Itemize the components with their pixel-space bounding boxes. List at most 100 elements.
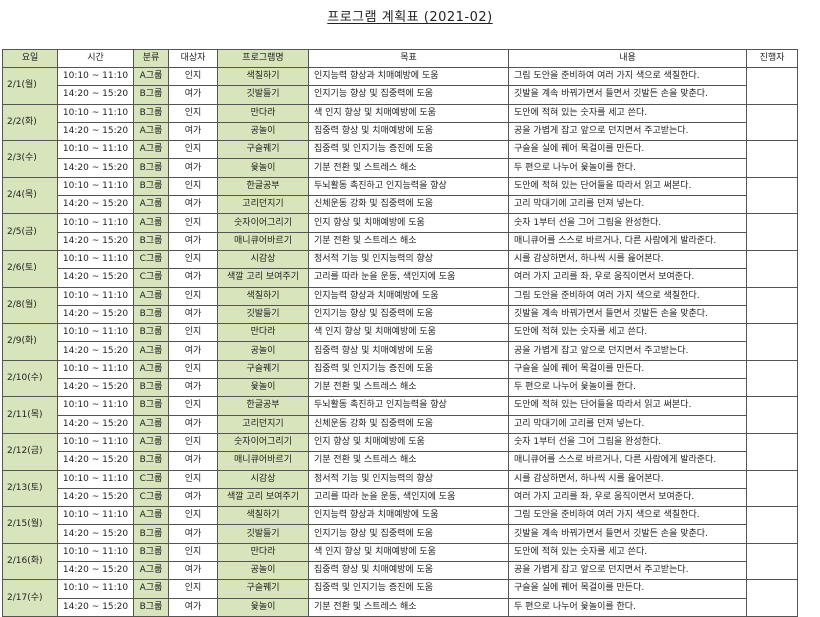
time-cell: 10:10 ~ 11:10 — [57, 140, 134, 160]
group-cell: B그룹 — [133, 103, 169, 123]
program-name-cell: 만다라 — [217, 103, 309, 123]
content-cell: 두 편으로 나누어 윷놀이를 한다. — [508, 597, 747, 617]
time-cell: 10:10 ~ 11:10 — [57, 579, 134, 599]
content-cell: 두 편으로 나누어 윷놀이를 한다. — [508, 158, 747, 178]
target-cell: 인지 — [168, 432, 218, 453]
group-cell: C그룹 — [133, 268, 169, 288]
day-cell: 2/1(월) — [2, 67, 58, 105]
presenter-cell — [746, 579, 798, 617]
presenter-cell — [746, 249, 798, 288]
day-cell: 2/8(월) — [2, 286, 58, 325]
target-cell: 인지 — [168, 542, 218, 563]
table-row: 14:20 ~ 15:20 B그룹 여가 윷놀이 기분 전환 및 스트레스 해소 두 편으… — [3, 597, 798, 617]
presenter-cell — [746, 542, 798, 581]
time-cell: 14:20 ~ 15:20 — [57, 158, 134, 178]
goal-cell: 두뇌활동 촉진하고 인지능력을 향상 — [308, 396, 509, 416]
content-cell: 여러 가지 고리를 좌, 우로 움직이면서 보여준다. — [508, 268, 747, 288]
content-cell: 구슬을 실에 꿰어 목걸이를 만든다. — [508, 579, 747, 599]
group-cell: B그룹 — [133, 597, 169, 617]
group-cell: A그룹 — [133, 286, 169, 306]
time-cell: 14:20 ~ 15:20 — [57, 561, 134, 581]
group-cell: B그룹 — [133, 158, 169, 178]
program-name-cell: 윷놀이 — [217, 158, 309, 178]
program-name-cell: 매니큐어바르기 — [217, 231, 309, 251]
header-target: 대상자 — [168, 49, 218, 68]
target-cell: 인지 — [168, 359, 218, 380]
content-cell: 두 편으로 나누어 윷놀이를 한다. — [508, 378, 747, 398]
time-cell: 14:20 ~ 15:20 — [57, 451, 134, 471]
goal-cell: 인지기능 향상 및 집중력에 도움 — [308, 524, 509, 544]
presenter-cell — [746, 432, 798, 471]
target-cell: 여가 — [168, 268, 218, 288]
content-cell: 도안에 적혀 있는 단어들을 따라서 읽고 써본다. — [508, 396, 747, 416]
content-cell: 여러 가지 고리를 좌, 우로 움직이면서 보여준다. — [508, 487, 747, 508]
header-time: 시간 — [57, 49, 134, 68]
table-row: 2/1(월) 10:10 ~ 11:10 A그룹 인지 색칠하기 인지능력 향상과 치매예… — [2, 66, 798, 105]
program-name-cell: 색칠하기 — [217, 506, 309, 526]
content-cell: 구슬을 실에 꿰어 목걸이를 만든다. — [508, 359, 747, 380]
content-cell: 깃발을 계속 바꿔가면서 들면서 깃발든 손을 맞춘다. — [508, 304, 747, 325]
goal-cell: 집중력 향상 및 치매예방에 도움 — [308, 341, 509, 361]
day-cell: 2/6(토) — [2, 249, 58, 288]
goal-cell: 색 인지 향상 및 치매예방에 도움 — [308, 323, 509, 343]
content-cell: 도안에 적혀 있는 숫자를 세고 쓴다. — [508, 323, 747, 343]
time-cell: 14:20 ~ 15:20 — [57, 231, 134, 251]
target-cell: 인지 — [168, 506, 218, 526]
content-cell: 공을 가볍게 잡고 앞으로 던지면서 주고받는다. — [508, 341, 747, 361]
content-cell: 매니큐어를 스스로 바르거나, 다른 사람에게 발라준다. — [508, 451, 747, 471]
content-cell: 매니큐어를 스스로 바르거나, 다른 사람에게 발라준다. — [508, 231, 747, 251]
program-name-cell: 색칠하기 — [217, 286, 309, 306]
table-row: 14:20 ~ 15:20 B그룹 여가 매니큐어바르기 기분 전환 및 스트레스 해소… — [3, 451, 798, 471]
group-cell: A그룹 — [133, 561, 169, 581]
time-cell: 14:20 ~ 15:20 — [57, 487, 134, 508]
goal-cell: 정서적 기능 및 인지능력의 향상 — [308, 249, 509, 270]
time-cell: 14:20 ~ 15:20 — [57, 341, 134, 361]
group-cell: B그룹 — [133, 542, 169, 563]
group-cell: C그룹 — [133, 249, 169, 270]
group-cell: C그룹 — [133, 469, 169, 489]
group-cell: A그룹 — [133, 341, 169, 361]
presenter-cell — [746, 286, 798, 325]
group-cell: A그룹 — [133, 213, 169, 233]
target-cell: 인지 — [168, 140, 218, 160]
page-title: 프로그램 계획표 (2021-02) — [0, 6, 820, 25]
program-name-cell: 공놀이 — [217, 121, 309, 142]
goal-cell: 기분 전환 및 스트레스 해소 — [308, 231, 509, 251]
program-name-cell: 깃발들기 — [217, 304, 309, 325]
day-cell: 2/3(수) — [2, 140, 58, 178]
group-cell: A그룹 — [133, 506, 169, 526]
header-content: 내용 — [508, 49, 747, 68]
content-cell: 도안에 적혀 있는 단어들을 따라서 읽고 써본다. — [508, 176, 747, 197]
time-cell: 14:20 ~ 15:20 — [57, 524, 134, 544]
target-cell: 여가 — [168, 195, 218, 215]
day-cell: 2/11(목) — [2, 396, 58, 434]
program-name-cell: 고리던지기 — [217, 195, 309, 215]
table-row: 2/3(수) 10:10 ~ 11:10 A그룹 인지 구슬꿰기 집중력 및 인지기능 증… — [2, 140, 798, 178]
goal-cell: 인지기능 향상 및 집중력에 도움 — [308, 304, 509, 325]
time-cell: 10:10 ~ 11:10 — [57, 286, 134, 306]
content-cell: 공을 가볍게 잡고 앞으로 던지면서 주고받는다. — [508, 561, 747, 581]
day-cell: 2/15(월) — [2, 506, 58, 544]
time-cell: 14:20 ~ 15:20 — [57, 85, 134, 105]
presenter-cell — [746, 103, 798, 142]
target-cell: 인지 — [168, 323, 218, 343]
group-cell: B그룹 — [133, 304, 169, 325]
program-name-cell: 색칠하기 — [217, 66, 309, 87]
presenter-cell — [746, 359, 798, 398]
group-cell: B그룹 — [133, 85, 169, 105]
table-row: 14:20 ~ 15:20 A그룹 여가 공놀이 집중력 향상 및 치매예방에 도움 공을… — [3, 561, 798, 581]
goal-cell: 인지능력 향상과 치매예방에 도움 — [308, 66, 509, 87]
day-cell: 2/10(수) — [2, 359, 58, 398]
group-cell: A그룹 — [133, 66, 169, 87]
header-row: 요일 시간 분류 대상자 프로그램명 목표 내용 진행자 — [2, 49, 798, 68]
content-cell: 그림 도안을 준비하여 여러 가지 색으로 색칠한다. — [508, 66, 747, 87]
target-cell: 인지 — [168, 286, 218, 306]
goal-cell: 인지 향상 및 치매예방에 도움 — [308, 432, 509, 453]
target-cell: 인지 — [168, 396, 218, 416]
goal-cell: 인지 향상 및 치매예방에 도움 — [308, 213, 509, 233]
target-cell: 여가 — [168, 451, 218, 471]
content-cell: 시를 감상하면서, 하나씩 시를 읊어본다. — [508, 249, 747, 270]
group-cell: B그룹 — [133, 451, 169, 471]
target-cell: 여가 — [168, 597, 218, 617]
goal-cell: 정서적 기능 및 인지능력의 향상 — [308, 469, 509, 489]
